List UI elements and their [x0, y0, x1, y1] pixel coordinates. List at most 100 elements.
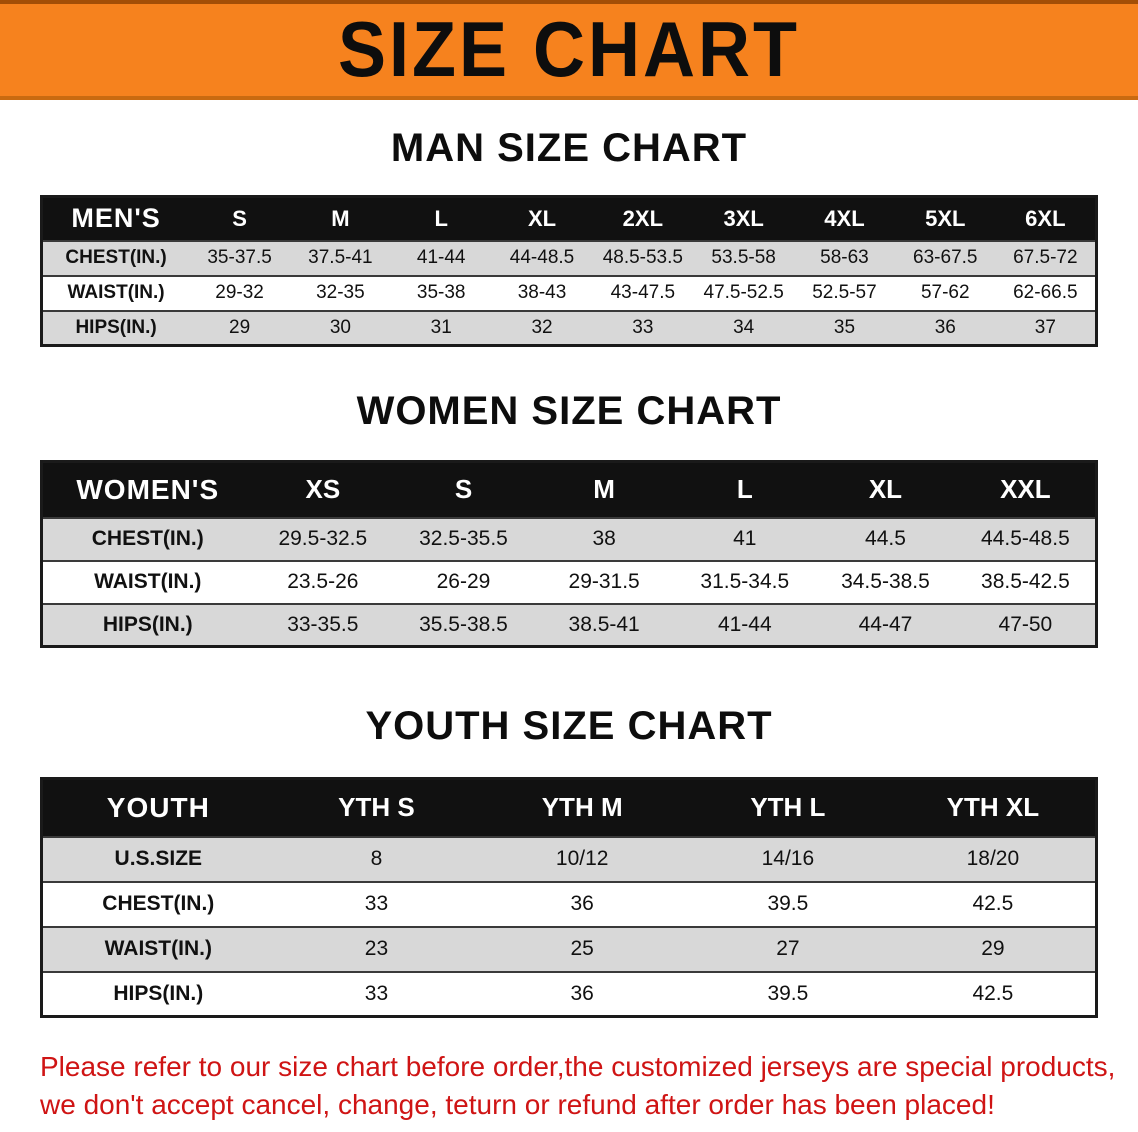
- order-notice-line1: Please refer to our size chart before or…: [40, 1051, 1116, 1082]
- value-cell: 58-63: [820, 247, 869, 268]
- value-cell: 52.5-57: [812, 282, 877, 303]
- size-column-header: XS: [252, 461, 394, 518]
- size-column-header: M: [533, 461, 675, 518]
- top-banner: SIZE CHART: [0, 0, 1138, 100]
- value-cell: 47-50: [998, 612, 1053, 636]
- value-cell: 32-35: [316, 282, 365, 303]
- value-cell: 53.5-58: [711, 247, 776, 268]
- header-row: WOMEN'S XS S M L XL XXL: [41, 461, 1097, 518]
- value-cell: 33: [364, 892, 389, 915]
- size-column-header: YTH M: [479, 778, 686, 837]
- youth-size-table: YOUTH YTH S YTH M YTH L YTH XL U.S.SIZE 8 10/12…: [40, 777, 1098, 1018]
- size-column-header: YTH XL: [890, 778, 1097, 837]
- value-cell: 41-44: [416, 247, 466, 268]
- table-row: CHEST(IN.) 33 36 39.5 42.5: [41, 881, 1097, 927]
- women-section-heading: WOMEN SIZE CHART: [356, 389, 782, 433]
- table-row: CHEST(IN.) 29.5-32.5 32.5-35.5 38 41 44.5 44.5…: [41, 517, 1097, 561]
- order-notice: Please refer to our size chart before or…: [40, 1048, 1138, 1124]
- value-cell: 67.5-72: [1013, 247, 1078, 268]
- value-cell: 25: [570, 937, 594, 960]
- size-column-header: XL: [815, 461, 956, 518]
- table-row: WAIST(IN.) 23 25 27 29: [41, 926, 1097, 972]
- value-cell: 29-32: [215, 282, 264, 303]
- table-row: U.S.SIZE 8 10/12 14/16 18/20: [41, 836, 1097, 882]
- value-cell: 62-66.5: [1013, 282, 1078, 303]
- value-cell: 36: [570, 892, 594, 915]
- table-row: CHEST(IN.) 35-37.5 37.5-41 41-44 44-48.5 48.5…: [41, 240, 1097, 276]
- value-cell: 35-37.5: [207, 247, 272, 268]
- value-cell: 26-29: [436, 570, 491, 593]
- value-cell: 41-44: [717, 612, 772, 636]
- value-cell: 38.5-42.5: [981, 570, 1070, 593]
- value-cell: 57-62: [920, 282, 970, 303]
- order-notice-line2: we don't accept cancel, change, teturn o…: [40, 1089, 995, 1120]
- value-cell: 29: [981, 937, 1005, 960]
- mens-size-table: MEN'S S M L XL 2XL 3XL 4XL 5XL 6XL CHEST(IN.) 35-37…: [40, 195, 1098, 347]
- row-label: CHEST(IN.): [65, 247, 167, 268]
- value-cell: 44.5-48.5: [981, 527, 1070, 550]
- value-cell: 37: [1034, 316, 1056, 338]
- value-cell: 44-47: [858, 612, 913, 636]
- size-column-header: XL: [491, 196, 593, 241]
- value-cell: 30: [329, 316, 351, 338]
- row-label: CHEST(IN.): [91, 527, 204, 550]
- value-cell: 44-48.5: [509, 247, 575, 268]
- row-label: HIPS(IN.): [102, 612, 193, 636]
- size-column-header: S: [393, 461, 534, 518]
- value-cell: 44.5: [865, 527, 906, 550]
- row-label: WAIST(IN.): [67, 282, 165, 303]
- size-column-header: L: [390, 196, 492, 241]
- value-cell: 32.5-35.5: [419, 527, 508, 550]
- value-cell: 31: [430, 316, 452, 338]
- value-cell: 8: [370, 847, 383, 870]
- size-column-header: XXL: [955, 461, 1097, 518]
- value-cell: 42.5: [972, 892, 1014, 915]
- value-cell: 33: [364, 981, 389, 1005]
- value-cell: 42.5: [972, 981, 1014, 1005]
- value-cell: 33-35.5: [287, 612, 359, 636]
- value-cell: 36: [934, 316, 956, 338]
- value-cell: 63-67.5: [913, 247, 978, 268]
- value-cell: 34.5-38.5: [841, 570, 930, 593]
- value-cell: 38-43: [517, 282, 567, 303]
- header-row: MEN'S S M L XL 2XL 3XL 4XL 5XL 6XL: [41, 196, 1097, 241]
- value-cell: 10/12: [555, 847, 609, 870]
- value-cell: 29: [229, 316, 251, 338]
- table-corner-label: WOMEN'S: [41, 461, 253, 518]
- value-cell: 32: [531, 316, 553, 338]
- size-column-header: YTH L: [685, 778, 891, 837]
- row-label: U.S.SIZE: [114, 847, 203, 870]
- value-cell: 38.5-41: [568, 612, 640, 636]
- row-label: HIPS(IN.): [75, 316, 157, 338]
- value-cell: 39.5: [767, 892, 809, 915]
- value-cell: 36: [570, 981, 594, 1005]
- size-column-header: 2XL: [592, 196, 694, 241]
- size-column-header: S: [189, 196, 290, 241]
- table-row: WAIST(IN.) 29-32 32-35 35-38 38-43 43-47.5 47.…: [41, 275, 1097, 311]
- value-cell: 48.5-53.5: [602, 247, 683, 268]
- size-column-header: 3XL: [693, 196, 795, 241]
- value-cell: 38: [592, 527, 616, 550]
- youth-section-heading: YOUTH SIZE CHART: [365, 704, 773, 748]
- size-column-header: 6XL: [995, 196, 1097, 241]
- value-cell: 47.5-52.5: [703, 282, 784, 303]
- value-cell: 29-31.5: [568, 570, 640, 593]
- table-row: HIPS(IN.) 29 30 31 32 33 34 35 36 37: [41, 310, 1097, 346]
- table-row: HIPS(IN.) 33-35.5 35.5-38.5 38.5-41 41-44 44-…: [41, 603, 1097, 647]
- value-cell: 35: [833, 316, 856, 338]
- value-cell: 23.5-26: [287, 570, 359, 593]
- value-cell: 23: [364, 937, 389, 960]
- size-column-header: 5XL: [894, 196, 996, 241]
- value-cell: 35-38: [416, 282, 466, 303]
- page-title: SIZE CHART: [338, 6, 800, 94]
- value-cell: 14/16: [761, 847, 815, 870]
- row-label: WAIST(IN.): [104, 937, 212, 960]
- size-column-header: M: [290, 196, 391, 241]
- men-section-heading: MAN SIZE CHART: [390, 126, 748, 170]
- header-row: YOUTH YTH S YTH M YTH L YTH XL: [41, 778, 1097, 837]
- value-cell: 31.5-34.5: [700, 570, 790, 593]
- value-cell: 18/20: [966, 847, 1020, 870]
- womens-size-table: WOMEN'S XS S M L XL XXL CHEST(IN.) 29.5-32.5 32.5…: [40, 460, 1098, 648]
- value-cell: 33: [632, 316, 654, 338]
